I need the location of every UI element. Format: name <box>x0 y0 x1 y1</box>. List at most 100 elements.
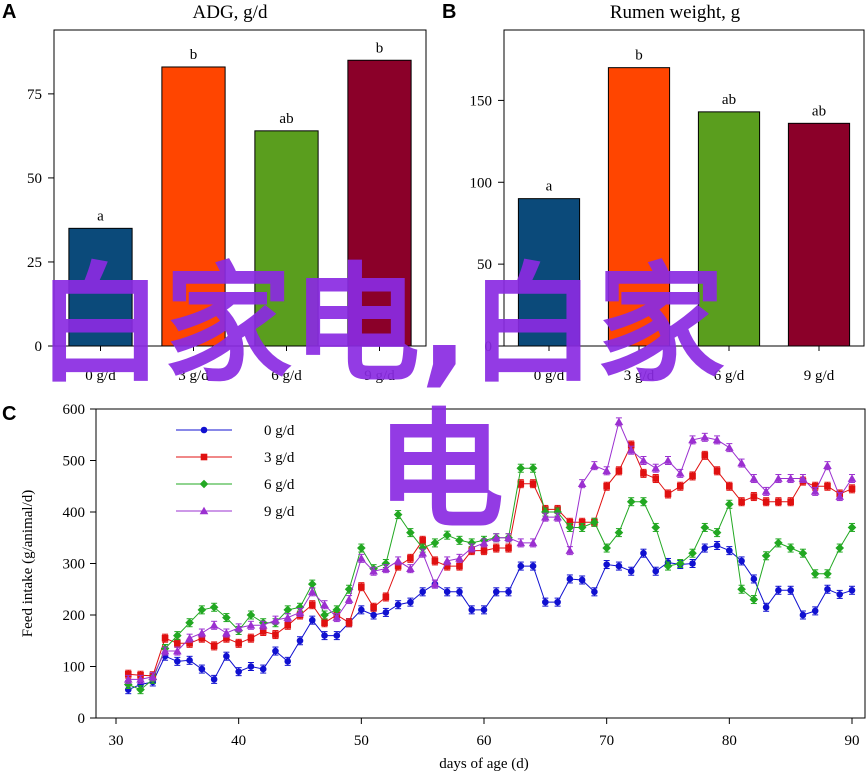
data-point <box>320 610 329 620</box>
data-point <box>810 569 820 579</box>
data-point <box>565 523 575 532</box>
data-point <box>247 634 255 642</box>
data-point <box>602 543 611 553</box>
data-point <box>541 512 550 521</box>
data-point <box>185 633 194 642</box>
data-point <box>603 561 610 568</box>
panel-a-category-label: 6 g/d <box>271 368 302 384</box>
data-point <box>283 613 293 621</box>
data-point <box>541 507 550 517</box>
data-point <box>798 474 808 482</box>
panel-a-ytick-label: 75 <box>27 87 42 103</box>
data-point <box>688 435 697 444</box>
data-point <box>626 497 636 506</box>
data-point <box>259 665 267 673</box>
data-point <box>799 611 807 619</box>
data-point <box>824 482 831 490</box>
panel-b-bar <box>517 198 581 347</box>
data-point <box>320 600 329 608</box>
data-point <box>590 461 599 469</box>
data-point <box>810 487 820 495</box>
data-point <box>456 562 463 570</box>
panel-a-ytick-label: 50 <box>27 171 42 187</box>
panel-b-bar-significance-letter: ab <box>722 92 736 108</box>
data-point <box>738 557 745 565</box>
data-point <box>664 490 672 498</box>
panel-a-ytick-label: 0 <box>35 339 43 355</box>
data-point <box>272 631 279 638</box>
data-point <box>418 543 427 553</box>
data-point <box>492 544 500 552</box>
data-point <box>222 613 231 622</box>
panel-c-ytick-label: 400 <box>63 505 86 521</box>
panel-c-xtick-label: 70 <box>599 733 614 749</box>
data-point <box>357 543 366 553</box>
panel-b-bar-significance-letter: ab <box>812 103 826 119</box>
watermark-line-1: 白家电,白家 <box>36 251 725 400</box>
panel-b-category-label: 9 g/d <box>804 368 835 384</box>
panel-a-category-label: 3 g/d <box>178 368 209 384</box>
data-point <box>787 498 794 505</box>
data-point <box>308 601 316 608</box>
data-point <box>615 467 623 475</box>
data-point <box>529 480 537 487</box>
data-point <box>259 628 267 635</box>
data-point <box>186 657 193 664</box>
panel-c-ytick-label: 300 <box>63 557 86 573</box>
data-point <box>246 621 256 629</box>
data-point <box>787 586 794 594</box>
data-point <box>566 519 574 526</box>
data-point <box>701 452 709 459</box>
panel-b-title: Rumen weight, g <box>610 2 741 23</box>
data-point <box>234 623 243 632</box>
data-point <box>358 583 365 590</box>
data-point <box>639 497 648 506</box>
data-point <box>381 559 391 568</box>
data-point <box>394 562 402 570</box>
data-point <box>136 675 145 683</box>
data-point <box>271 615 280 624</box>
panel-b-category-label: 3 g/d <box>624 368 655 384</box>
data-point <box>198 634 206 642</box>
data-point <box>430 538 440 548</box>
data-point <box>197 605 207 615</box>
data-point <box>333 632 341 639</box>
watermark-line-2: 电 <box>376 397 505 546</box>
legend-marker <box>199 506 209 515</box>
data-point <box>700 433 710 441</box>
data-point <box>651 523 661 532</box>
data-point <box>209 602 219 612</box>
data-point <box>517 562 525 570</box>
panel-b-ytick-label: 100 <box>470 175 493 191</box>
data-point <box>640 549 647 557</box>
data-point <box>614 528 624 537</box>
data-point <box>775 586 782 594</box>
panel-c-xtick-label: 60 <box>477 733 492 749</box>
panel-c-xtick-label: 80 <box>722 733 737 749</box>
data-point <box>197 628 207 637</box>
panel-a-bar-significance-letter: a <box>97 208 104 224</box>
data-point <box>762 603 770 611</box>
data-point <box>382 609 390 616</box>
data-point <box>443 588 451 596</box>
data-point <box>456 588 463 596</box>
data-point <box>578 576 586 584</box>
panel-c-y-axis-label: Feed intake (g/animal/d) <box>20 490 36 637</box>
data-point <box>407 598 414 606</box>
panel-letter-a: A <box>2 1 16 23</box>
data-point <box>626 445 636 454</box>
series-0-group <box>124 540 856 695</box>
legend-marker <box>199 479 209 489</box>
panel-a-plot-frame <box>53 29 427 347</box>
data-point <box>615 562 623 570</box>
panel-b-ytick-label: 0 <box>485 339 493 355</box>
data-point <box>307 587 317 596</box>
panel-c-ytick-label: 600 <box>63 402 86 418</box>
data-point <box>247 663 255 670</box>
panel-b-bar <box>697 111 761 347</box>
data-point <box>749 595 759 604</box>
data-point <box>222 628 231 637</box>
panel-a-title: ADG, g/d <box>193 2 268 23</box>
data-point <box>492 588 500 596</box>
